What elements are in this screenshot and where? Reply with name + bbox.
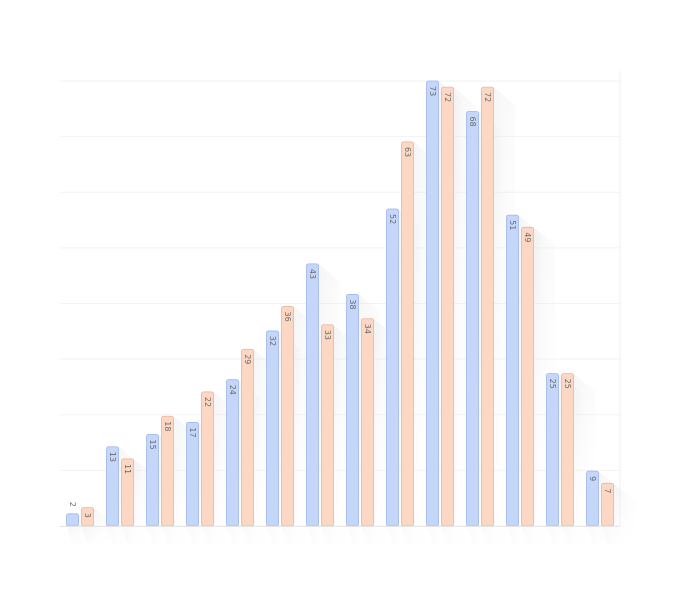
- data-label: 25: [563, 379, 572, 389]
- data-label: 36: [283, 312, 292, 322]
- data-label: 2: [68, 502, 77, 507]
- bar-series-1-10: [466, 111, 479, 527]
- data-label: 22: [203, 397, 212, 407]
- data-label: 43: [308, 269, 317, 279]
- data-label: 72: [483, 92, 492, 102]
- bar-series-2-11: [521, 226, 534, 527]
- data-label: 3: [83, 513, 92, 518]
- bar-series-1-0: [66, 513, 79, 527]
- data-label: 32: [268, 336, 277, 346]
- data-label: 34: [363, 324, 372, 334]
- data-label: 63: [403, 147, 412, 157]
- data-label: 72: [443, 92, 452, 102]
- bar-series-1-4: [226, 379, 239, 527]
- data-label: 73: [428, 86, 437, 96]
- data-label: 24: [228, 385, 237, 395]
- bar-series-2-10: [481, 86, 494, 527]
- bar-series-1-7: [346, 293, 359, 527]
- data-labels: 2 3 13 11 15 18 17 22 24 29 32 36 43 33 38 34 52 63 73 72 68…: [68, 86, 612, 518]
- bar-series-2-9: [441, 86, 454, 527]
- data-label: 25: [548, 379, 557, 389]
- data-label: 33: [323, 330, 332, 340]
- data-label: 38: [348, 299, 357, 309]
- bar-series-1-3: [186, 421, 199, 527]
- data-label: 15: [148, 440, 157, 450]
- data-label: 52: [388, 214, 397, 224]
- bar-series-1-5: [266, 330, 279, 527]
- bar-series-2-12: [561, 373, 574, 527]
- data-label: 68: [468, 116, 477, 126]
- data-label: 7: [603, 488, 612, 493]
- bar-series-2-6: [321, 324, 334, 527]
- bar-series-2-4: [241, 348, 254, 527]
- bar-series-1-8: [386, 208, 399, 527]
- data-label: 17: [188, 427, 197, 437]
- bar-series-1-6: [306, 263, 319, 527]
- bar-series-2-5: [281, 306, 294, 527]
- bar-series-1-12: [546, 373, 559, 527]
- bars: [66, 80, 614, 527]
- data-label: 9: [588, 476, 597, 481]
- data-label: 18: [163, 421, 172, 431]
- data-label: 13: [108, 452, 117, 462]
- bar-series-2-3: [201, 391, 214, 527]
- bar-series-1-9: [426, 80, 439, 527]
- data-label: 51: [508, 220, 517, 230]
- bar-series-2-8: [401, 141, 414, 527]
- bar-series-2-2: [161, 415, 174, 527]
- data-label: 49: [523, 232, 532, 242]
- bar-series-1-11: [506, 214, 519, 527]
- data-label: 29: [243, 354, 252, 364]
- data-label: 11: [123, 464, 132, 474]
- bar-series-2-7: [361, 318, 374, 527]
